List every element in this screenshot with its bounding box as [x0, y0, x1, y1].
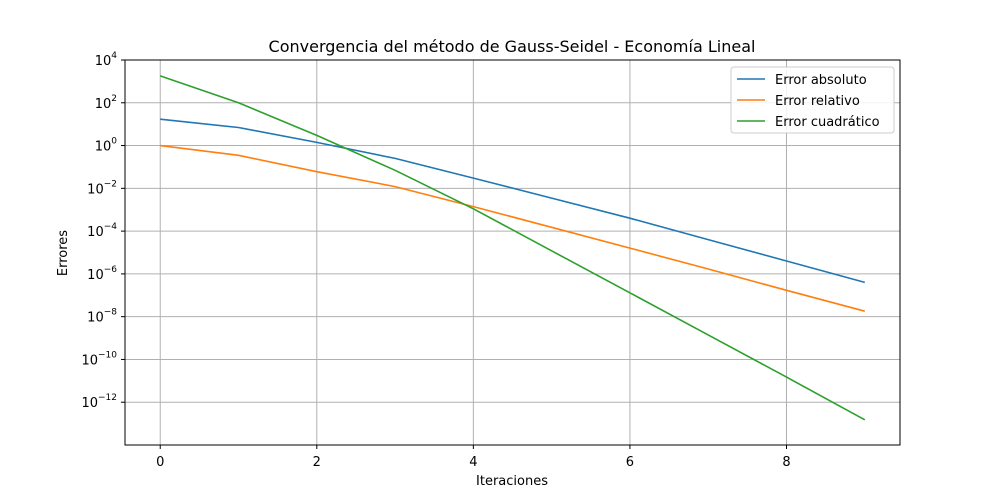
y-tick-base: 10: [87, 311, 104, 326]
legend-label: Error cuadrático: [775, 115, 880, 130]
y-tick-label: 100: [95, 137, 118, 155]
y-tick-exponent: −6: [104, 265, 118, 275]
y-tick-exponent: −2: [104, 179, 117, 189]
series-line-2: [160, 144, 866, 312]
y-tick-label: 10−4: [87, 222, 117, 240]
series-layer: [159, 75, 866, 421]
y-tick-label: 10−8: [87, 308, 117, 326]
y-tick-base: 10: [81, 396, 98, 411]
x-tick-label: 4: [469, 455, 477, 470]
y-tick-base: 10: [95, 54, 112, 69]
x-tick-label: 0: [156, 455, 164, 470]
legend-box: [730, 66, 895, 134]
x-axis-ticks: 0 2 4 6 8: [156, 445, 791, 470]
y-tick-label: 104: [95, 51, 118, 69]
x-axis-label: Iteraciones: [476, 474, 548, 489]
x-tick-label: 8: [782, 455, 790, 470]
y-tick-label: 102: [95, 94, 117, 112]
chart-title: Convergencia del método de Gauss-Seidel …: [269, 37, 756, 56]
y-tick-base: 10: [95, 140, 112, 155]
plot-frame: [124, 59, 901, 446]
y-axis-label: Errores: [56, 230, 71, 276]
y-tick-label: 10−10: [81, 350, 117, 368]
series-line-3: [159, 75, 866, 421]
y-tick-exponent: 0: [111, 137, 117, 147]
legend: Error absoluto Error relativo Error cuadrá…: [730, 66, 895, 134]
y-tick-exponent: −10: [98, 350, 117, 360]
y-tick-base: 10: [81, 353, 98, 368]
y-tick-exponent: 2: [111, 94, 117, 104]
y-tick-base: 10: [95, 97, 112, 112]
series-line-1: [160, 118, 866, 284]
y-tick-label: 10−12: [81, 393, 117, 411]
y-tick-base: 10: [87, 182, 104, 197]
y-tick-exponent: −4: [104, 222, 118, 232]
y-tick-base: 10: [87, 225, 104, 240]
x-tick-label: 2: [313, 455, 321, 470]
y-tick-label: 10−2: [87, 179, 117, 197]
y-tick-base: 10: [87, 268, 104, 283]
y-tick-label: 10−6: [87, 265, 117, 283]
x-tick-label: 6: [626, 455, 634, 470]
legend-label: Error absoluto: [775, 73, 867, 88]
y-tick-exponent: −12: [98, 393, 117, 403]
legend-label: Error relativo: [775, 94, 860, 109]
y-tick-exponent: −8: [104, 308, 118, 318]
y-tick-exponent: 4: [111, 51, 117, 61]
